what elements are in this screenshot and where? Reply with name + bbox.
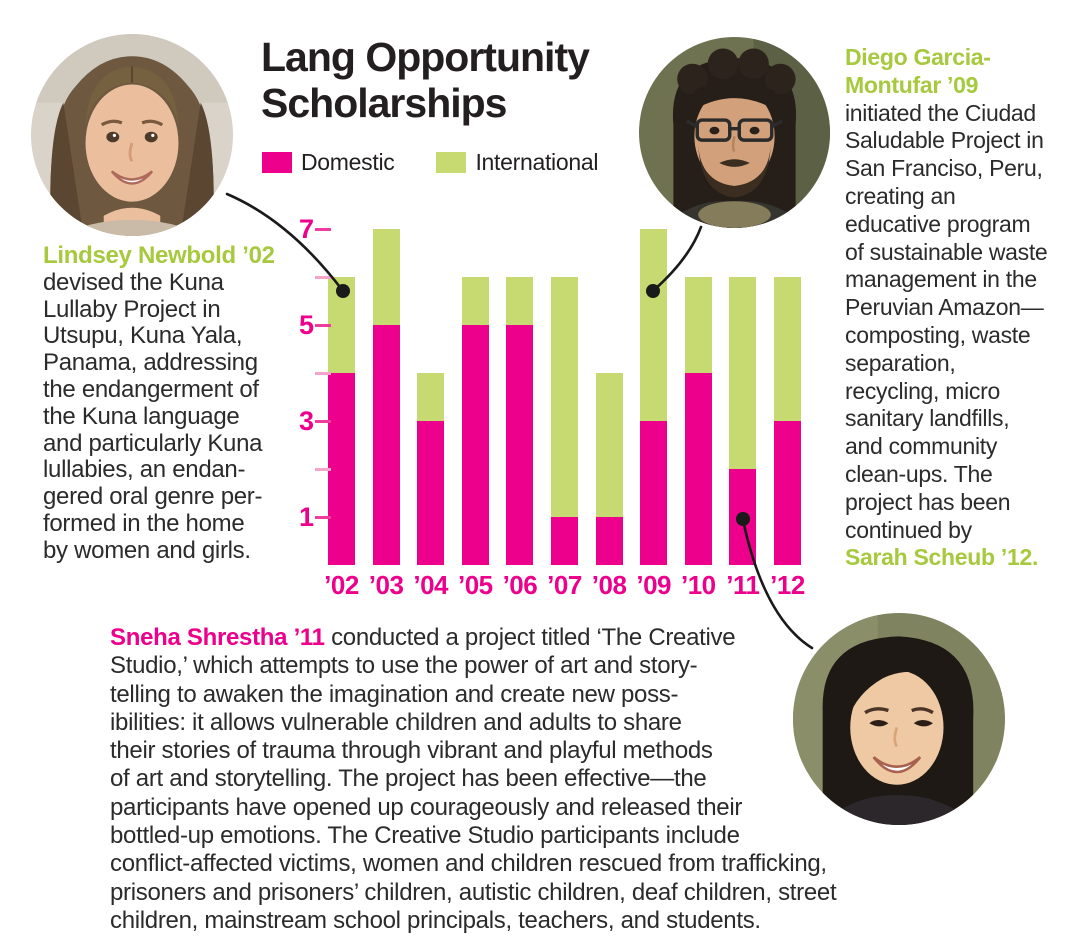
bar-segment-domestic [595,517,623,565]
profile-body-sneha: conducted a project titled ‘The Creative… [110,624,837,934]
bar-segment-international [684,277,712,373]
page-title: Lang Opportunity Scholarships [261,34,590,127]
x-axis-label: ’11 [726,570,760,600]
bar-segment-domestic [461,325,489,565]
x-axis-label: ’03 [368,570,404,600]
bar-segment-international [729,277,757,469]
x-axis-label: ’10 [680,570,716,600]
bar-column-04 [417,373,445,565]
bar-segment-international [372,229,400,325]
bar-segment-domestic [640,421,668,565]
profile-name-sarah-scheub: Sarah Scheub ’12. [845,544,1039,571]
bar-column-02 [328,277,355,565]
bar-column-06 [506,277,534,565]
x-axis-label: ’12 [770,570,805,600]
x-axis-label: ’02 [324,570,359,600]
bar-column-12 [774,277,801,565]
bar-segment-domestic [729,469,757,565]
bar-segment-domestic [328,373,355,565]
profile-name-lindsey: Lindsey Newbold ’02 [43,242,275,269]
bar-column-05 [461,277,489,565]
chart-legend: Domestic International [262,149,640,176]
page-title-line2: Scholarships [261,80,507,127]
legend-swatch-domestic [262,152,292,173]
x-axis-label: ’06 [502,570,538,600]
connector-dot-sneha [736,512,750,526]
bar-segment-international [640,229,668,421]
legend-item-domestic: Domestic [262,149,395,176]
bar-segment-domestic [506,325,534,565]
bar-column-11 [729,277,757,565]
bar-segment-domestic [417,421,445,565]
connector-dot-lindsey [336,284,350,298]
bar-segment-domestic [774,421,801,565]
legend-item-international: International [436,149,598,176]
portrait-diego-illustration [639,37,830,228]
bar-segment-domestic [551,517,578,565]
portrait-lindsey-illustration [31,34,233,236]
profile-text-lindsey: Lindsey Newbold ’02 devised the Kuna Lul… [43,242,328,565]
page-title-line1: Lang Opportunity [261,34,590,80]
bar-column-07 [551,277,578,565]
avatar-diego-garcia-montufar [639,37,830,228]
x-axis-label: ’09 [636,570,672,600]
profile-body-diego: initiated the Ciudad Saludable Project i… [845,99,1048,543]
profile-text-sneha: Sneha Shrestha ’11 conducted a project t… [110,624,1068,935]
bar-segment-international [595,373,623,517]
avatar-lindsey-newbold [31,34,233,236]
profile-name-sneha: Sneha Shrestha ’11 [110,624,325,651]
x-axis-label: ’07 [547,570,582,600]
connector-dot-diego [646,284,660,298]
y-axis-label: 7 [298,214,314,244]
y-axis-tick-dash [315,227,331,231]
x-axis-label: ’04 [413,570,449,600]
x-axis-label: ’08 [591,570,627,600]
legend-label-domestic: Domestic [301,149,395,175]
bar-column-10 [684,277,712,565]
profile-name-diego: Diego Garcia- Montufar ’09 [845,44,991,98]
bar-segment-international [461,277,489,325]
bar-segment-international [506,277,534,325]
legend-swatch-international [436,152,467,173]
legend-label-international: International [475,149,599,175]
connector-line-diego [652,225,703,292]
bar-segment-international [417,373,445,421]
bar-column-08 [595,373,623,565]
bar-segment-international [774,277,801,421]
bar-column-09 [640,229,668,565]
bar-segment-international [551,277,578,517]
bar-segment-domestic [372,325,400,565]
x-axis-label: ’05 [457,570,493,600]
bar-column-03 [372,229,400,565]
profile-body-lindsey: devised the Kuna Lullaby Project in Utsu… [43,268,263,564]
bar-segment-international [328,277,355,373]
profile-text-diego: Diego Garcia- Montufar ’09 initiated the… [845,44,1080,572]
bar-segment-domestic [684,373,712,565]
